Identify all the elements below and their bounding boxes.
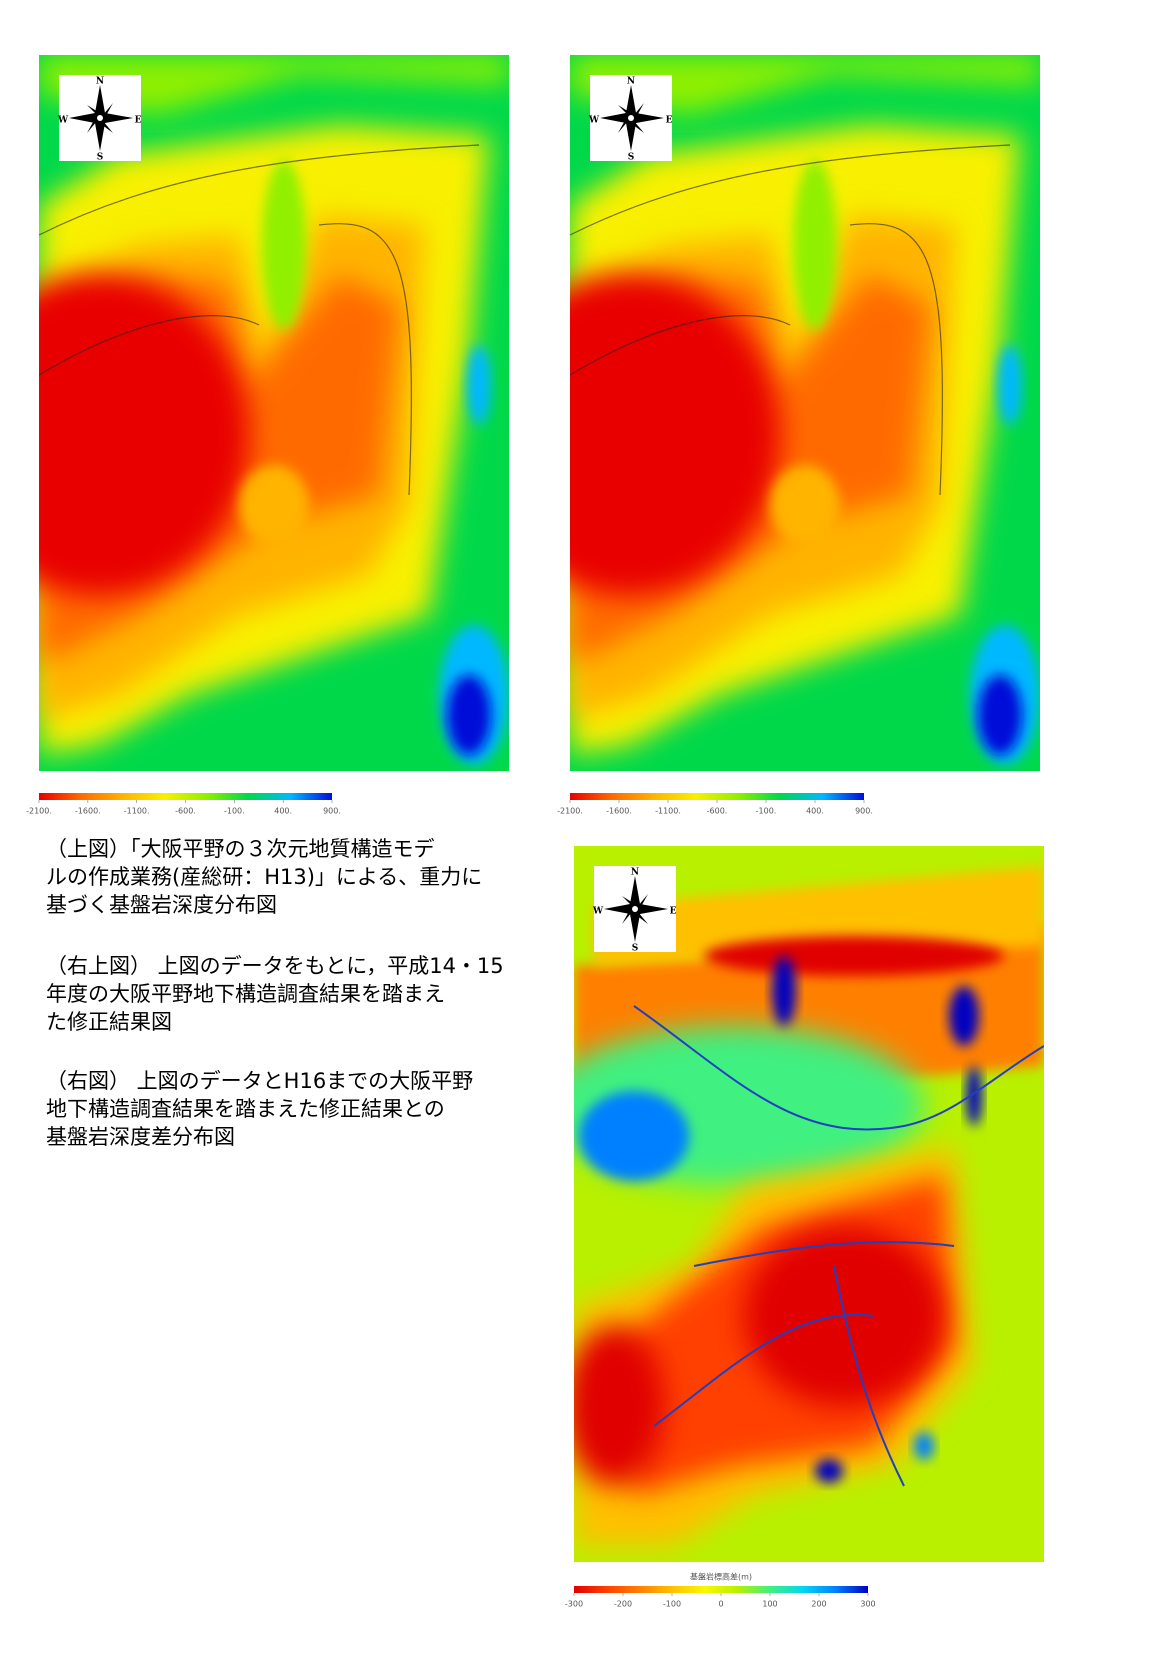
map-area (949, 986, 979, 1046)
caption-line: （右上図） 上図のデータをもとに，平成14・15 (46, 954, 504, 978)
map-area (262, 160, 306, 330)
tick-label: -300 (565, 1600, 583, 1609)
map-area (467, 345, 491, 425)
tick-label: -1100. (124, 807, 150, 816)
caption-line: 年度の大阪平野地下構造調査結果を踏まえ (46, 982, 445, 1006)
map-area (704, 936, 1004, 976)
map-area (998, 345, 1022, 425)
map: N E S W (574, 846, 1044, 1562)
colorbar (574, 1586, 868, 1593)
compass-label: N (631, 868, 639, 878)
compass-label: S (632, 944, 639, 954)
tick-label: 900. (323, 807, 341, 816)
map-area (39, 275, 249, 595)
compass: N E S W (57, 75, 142, 163)
caption-line: 地下構造調査結果を踏まえた修正結果との (46, 1097, 445, 1121)
tick-label: -1600. (606, 807, 632, 816)
colorbar-title: 基盤岩標高差(m) (690, 1572, 752, 1582)
map-area (39, 144, 480, 496)
map-area (570, 275, 780, 595)
caption-line: 基づく基盤岩深度分布図 (46, 893, 277, 917)
tick-label: 300 (860, 1600, 875, 1609)
tick-label: -600. (707, 807, 728, 816)
tick-label: -100 (663, 1600, 681, 1609)
tick-label: 400. (274, 807, 292, 816)
tick-label: -1100. (655, 807, 681, 816)
compass-center (97, 115, 103, 121)
compass-label: W (588, 116, 600, 126)
map-area (579, 1091, 689, 1181)
map-area (39, 55, 509, 115)
caption-line: た修正結果図 (46, 1010, 172, 1034)
map-area (772, 956, 796, 1026)
map-image (574, 846, 1044, 1562)
map-image (39, 55, 509, 771)
tick-label: 200 (811, 1600, 826, 1609)
tick-label: -2100. (26, 807, 52, 816)
tick-label: 100 (762, 1600, 777, 1609)
map: N E S W (570, 55, 1040, 771)
map-area (239, 465, 309, 545)
map-image (570, 55, 1040, 771)
tick-label: 0 (718, 1600, 723, 1609)
tick-label: -100. (224, 807, 245, 816)
colorbar (570, 793, 864, 800)
compass: N E S W (592, 866, 677, 954)
map-area (574, 1326, 664, 1486)
tick-label: 900. (855, 807, 873, 816)
caption-line: ルの作成業務(産総研：H13)」による、重力に (46, 865, 482, 889)
map-area (570, 144, 1011, 496)
compass-label: W (592, 907, 604, 917)
tick-label: -200 (614, 1600, 632, 1609)
map: N E S W (39, 55, 509, 771)
caption-line: （上図）「大阪平野の３次元地質構造モデ (46, 837, 435, 861)
caption-line: 基盤岩深度差分布図 (46, 1125, 235, 1149)
caption-line: （右図） 上図のデータとH16までの大阪平野 (46, 1069, 473, 1093)
compass-label: N (627, 77, 635, 87)
compass-label: E (135, 116, 142, 126)
map-area (633, 1005, 1044, 1487)
tick-label: 400. (806, 807, 824, 816)
map-area (815, 1459, 843, 1483)
map-area (793, 160, 837, 330)
compass-label: E (666, 116, 673, 126)
map-area (914, 1432, 934, 1460)
compass-label: N (96, 77, 104, 87)
map-area (978, 675, 1022, 755)
compass: N E S W (588, 75, 673, 163)
map-area (570, 55, 1040, 115)
map-area (966, 1066, 982, 1126)
tick-label: -1600. (75, 807, 101, 816)
tick-label: -600. (175, 807, 196, 816)
map-area (447, 675, 491, 755)
compass-label: S (628, 153, 635, 163)
tick-label: -2100. (557, 807, 583, 816)
compass-center (628, 115, 634, 121)
compass-label: E (670, 907, 677, 917)
map-area (770, 465, 840, 545)
compass-center (632, 906, 638, 912)
tick-label: -100. (756, 807, 777, 816)
compass-label: S (97, 153, 104, 163)
colorbar (39, 793, 332, 800)
compass-label: W (57, 116, 69, 126)
